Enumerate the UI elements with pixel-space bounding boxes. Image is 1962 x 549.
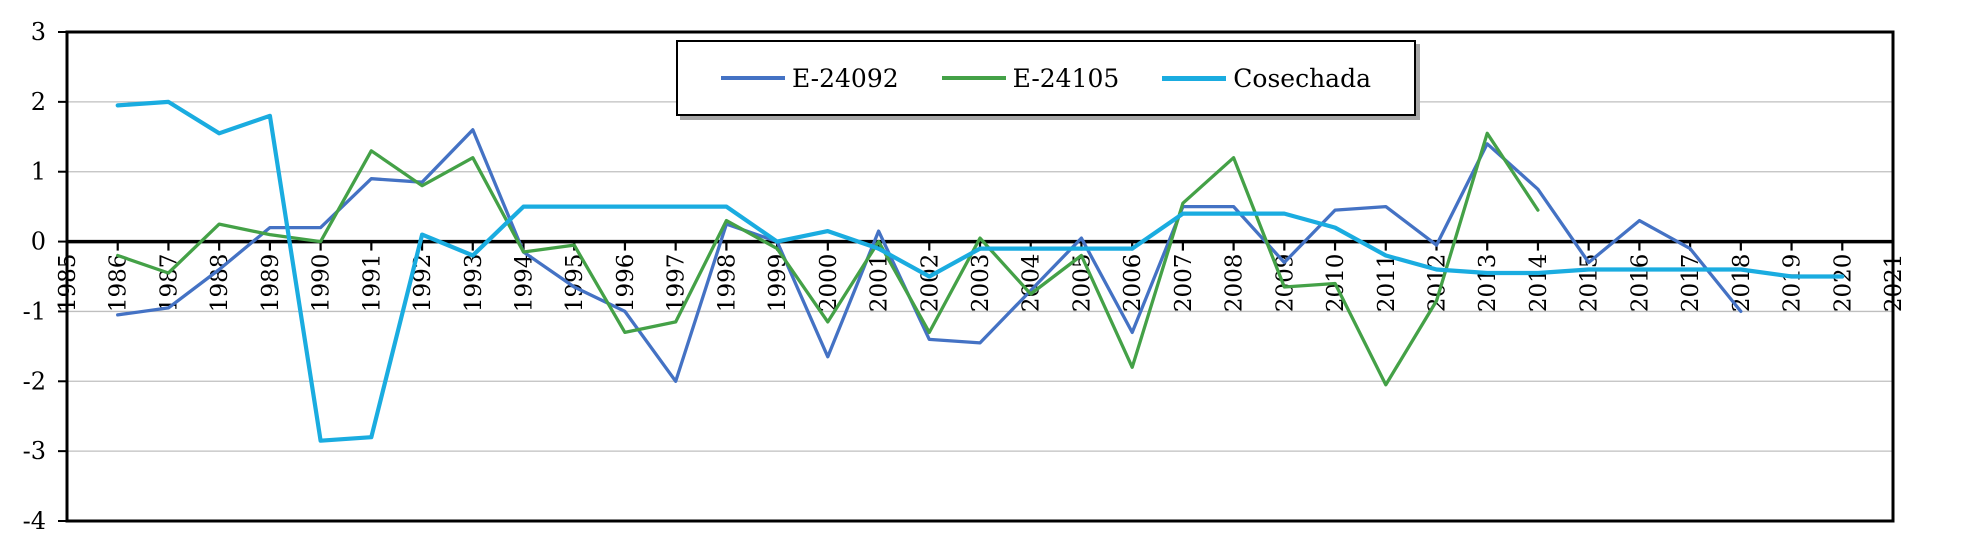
x-axis-label: 2011 bbox=[1374, 254, 1400, 313]
series-line-e24105 bbox=[116, 131, 1540, 387]
x-axis-label: 1994 bbox=[512, 254, 538, 313]
x-axis-label: 2020 bbox=[1830, 254, 1856, 313]
x-axis-label: 2006 bbox=[1120, 254, 1146, 313]
legend-item-cosechada: Cosechada bbox=[1162, 66, 1371, 91]
legend-line-swatch-e24105-icon bbox=[941, 76, 1006, 80]
x-axis-label: 2002 bbox=[917, 254, 943, 313]
y-axis-label: -2 bbox=[23, 367, 46, 395]
series-line-cosechada bbox=[115, 99, 1845, 443]
legend-item-e24092: E-24092 bbox=[720, 63, 899, 93]
x-axis-label: 2008 bbox=[1222, 254, 1248, 313]
y-axis-label: 3 bbox=[31, 18, 46, 46]
y-axis-label: 2 bbox=[31, 88, 46, 116]
y-axis-label: 1 bbox=[31, 158, 46, 186]
x-axis-label: 2007 bbox=[1171, 254, 1197, 313]
legend-line-swatch-e24092-icon bbox=[720, 76, 785, 80]
x-axis-label: 1986 bbox=[106, 254, 132, 313]
legend-line-swatch-cosechada-icon bbox=[1162, 75, 1227, 81]
x-axis-label: 2000 bbox=[816, 254, 842, 313]
x-axis-label: 2016 bbox=[1627, 254, 1653, 313]
x-axis-label: 1991 bbox=[359, 254, 385, 313]
plot-border bbox=[65, 30, 1895, 523]
x-axis-label: 2013 bbox=[1475, 254, 1501, 313]
x-axis-label: 1996 bbox=[613, 254, 639, 313]
y-axis-label: 0 bbox=[31, 228, 46, 256]
x-axis-label: 2003 bbox=[968, 254, 994, 313]
x-axis-label: 1993 bbox=[461, 254, 487, 313]
y-axis-label: -4 bbox=[23, 507, 46, 535]
legend-label-e24105: E-24105 bbox=[1012, 63, 1120, 93]
series-line-e24092 bbox=[116, 128, 1743, 383]
x-axis-label: 1998 bbox=[714, 254, 740, 313]
x-axis-label: 2019 bbox=[1780, 254, 1806, 313]
x-axis-label: 2017 bbox=[1678, 254, 1704, 313]
y-axis-label: -3 bbox=[23, 437, 46, 465]
legend-item-e24105: E-24105 bbox=[941, 63, 1120, 93]
x-axis-label: 2001 bbox=[867, 254, 893, 313]
chart-legend: E-24092 E-24105 Cosechada bbox=[676, 40, 1416, 116]
legend-label-e24092: E-24092 bbox=[791, 63, 899, 93]
x-axis-label: 1990 bbox=[309, 254, 335, 313]
legend-label-cosechada: Cosechada bbox=[1233, 63, 1371, 93]
y-axis-label: -1 bbox=[23, 297, 46, 325]
x-axis-label: 1989 bbox=[258, 254, 284, 313]
x-axis-label: 2014 bbox=[1526, 254, 1552, 313]
